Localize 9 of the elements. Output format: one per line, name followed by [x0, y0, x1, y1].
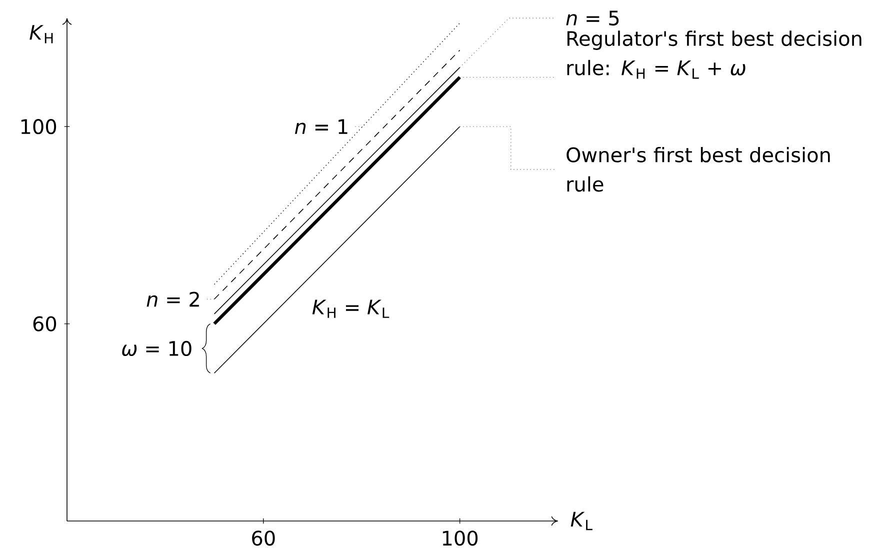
series-label: n = 2 [146, 292, 199, 307]
text: Regulator's first best decision rule: K$_{H}$ = K$_{L}$ + ω [567, 30, 862, 79]
y-axis-title: K$_{H}$ [30, 25, 53, 44]
annotation: K$_{H}$ = K$_{L}$ [312, 300, 390, 318]
text: n = 5 [566, 10, 619, 26]
series-label: n = 1 [294, 119, 348, 134]
text: Owner's first best decision rule [566, 146, 830, 192]
x-axis-title: K$_{L}$ [570, 512, 592, 530]
annotation: ω = 10 [122, 340, 192, 356]
